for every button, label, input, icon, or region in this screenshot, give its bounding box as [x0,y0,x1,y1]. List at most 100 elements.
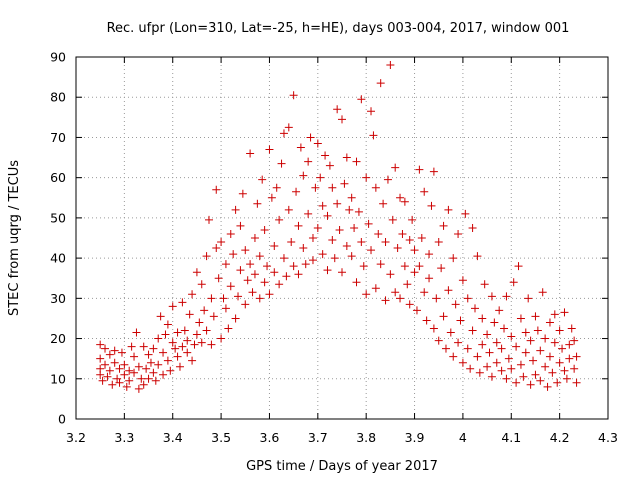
data-point [202,252,211,261]
data-point [536,346,545,355]
data-point [287,238,296,247]
y-tick-label: 40 [50,251,66,266]
data-point [449,254,458,263]
x-tick-label: 3.5 [211,430,231,445]
data-point [536,376,545,385]
data-point [246,149,255,158]
data-point [110,346,119,355]
data-point [96,340,105,349]
y-tick-label: 50 [50,210,66,225]
data-point [231,314,240,323]
data-point [134,362,143,371]
data-point [340,179,349,188]
data-point [572,378,581,387]
data-point [115,378,124,387]
data-point [113,374,122,383]
data-point [357,238,366,247]
data-point [144,374,153,383]
data-point [342,242,351,251]
data-point [171,344,180,353]
y-tick-label: 10 [50,371,66,386]
data-point [570,336,579,345]
data-point [115,364,124,373]
data-point [558,344,567,353]
data-point [439,221,448,230]
data-point [492,358,501,367]
data-point [543,382,552,391]
data-point [405,236,414,245]
data-point [221,304,230,313]
data-point [475,368,484,377]
data-point [294,221,303,230]
data-point [391,288,400,297]
data-point [359,262,368,271]
data-point [347,193,356,202]
data-point [364,219,373,228]
data-point [400,262,409,271]
data-point [463,294,472,303]
data-point [379,199,388,208]
data-point [120,360,129,369]
data-point [212,244,221,253]
data-point [504,354,513,363]
data-point [480,280,489,289]
data-point [490,318,499,327]
data-point [96,370,105,379]
data-point [289,262,298,271]
data-point [396,294,405,303]
data-point [284,205,293,214]
data-point [205,215,213,224]
data-point [101,344,110,353]
data-point [548,368,557,377]
data-point [236,266,245,275]
data-point [328,236,337,245]
data-point [149,344,158,353]
data-point [485,348,494,357]
data-point [369,131,378,140]
data-point [403,280,412,289]
data-point [163,356,172,365]
data-point [214,274,223,283]
data-point [311,183,320,192]
data-point [429,167,438,176]
x-tick-label: 4.1 [501,430,521,445]
data-point [461,209,470,218]
x-tick-label: 3.3 [114,430,134,445]
data-point [190,340,199,349]
data-point [381,238,390,247]
data-point [483,330,492,339]
data-point [258,175,267,184]
x-tick-label: 3.9 [405,430,425,445]
data-point [130,368,139,377]
data-point [255,294,264,303]
data-point [570,364,579,373]
data-point [512,378,521,387]
data-point [417,234,426,242]
data-point [137,374,146,383]
data-point [277,159,286,168]
data-point [420,187,429,196]
data-point [241,246,250,255]
data-point [188,356,197,365]
data-point [565,340,574,349]
data-point [221,260,230,269]
data-point [398,229,407,238]
data-point [386,270,395,279]
data-point [263,262,272,271]
data-point [388,215,397,224]
data-point [545,318,554,327]
data-point [454,229,463,238]
data-point [154,334,163,343]
y-tick-label: 20 [50,331,66,346]
data-point [178,342,187,351]
data-point [207,340,216,349]
data-point [529,356,538,365]
data-point [173,352,182,361]
data-point [509,278,518,287]
data-point [139,380,148,389]
data-point [555,358,564,367]
data-point [250,234,259,242]
y-tick-label: 0 [58,412,66,427]
x-tick-label: 4.3 [598,430,618,445]
data-point [234,292,243,301]
